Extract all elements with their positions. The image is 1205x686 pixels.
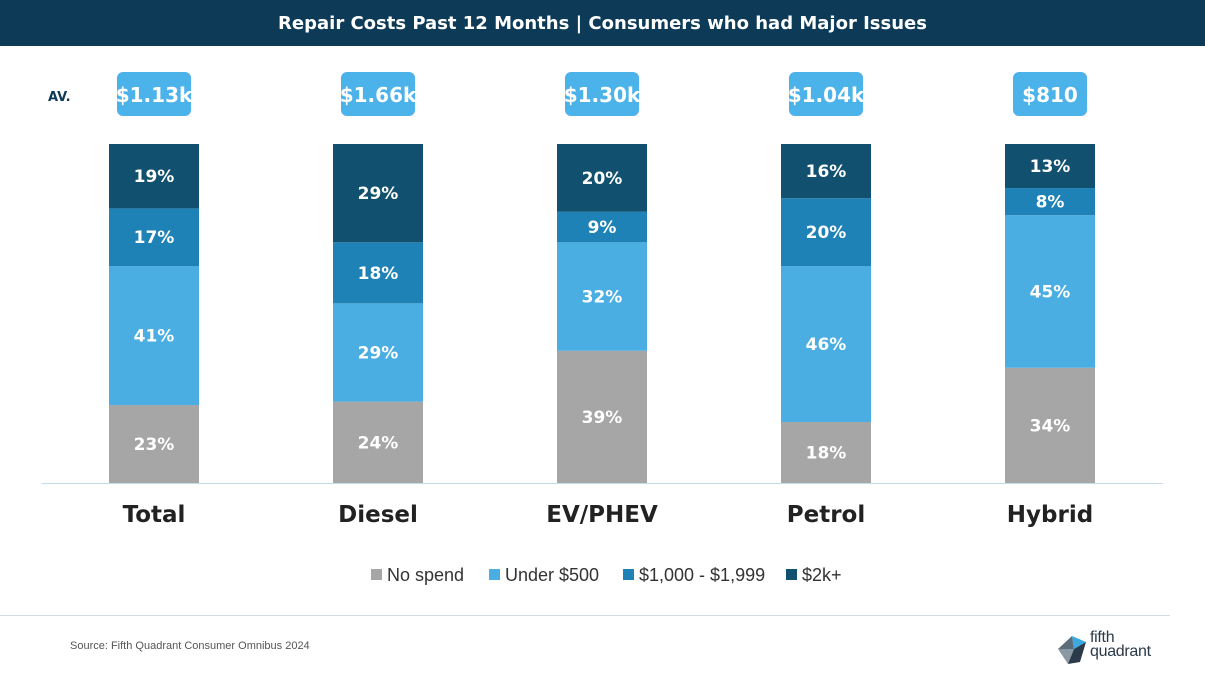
legend-swatch (489, 569, 500, 580)
legend-label: $2k+ (802, 565, 842, 585)
average-row-label: AV. (48, 90, 71, 105)
bar-segment (557, 242, 647, 351)
data-label: 29% (358, 343, 399, 363)
data-label: 23% (134, 435, 175, 455)
legend-label: $1,000 - $1,999 (639, 565, 765, 585)
logo-mark-icon (1058, 636, 1086, 664)
legend-swatch (623, 569, 634, 580)
average-value: $1.04k (788, 83, 865, 107)
data-label: 41% (134, 327, 175, 347)
data-label: 8% (1036, 193, 1065, 213)
data-label: 17% (134, 228, 175, 248)
data-label: 20% (582, 169, 623, 189)
bar-segment (781, 266, 871, 422)
legend-swatch (371, 569, 382, 580)
average-badge (1013, 72, 1087, 116)
category-label: Diesel (338, 502, 418, 528)
average-badge (341, 72, 415, 116)
average-badge (565, 72, 639, 116)
bar-segment (781, 198, 871, 267)
data-label: 18% (358, 264, 399, 284)
legend-label: Under $500 (505, 565, 599, 585)
data-label: 24% (358, 433, 399, 453)
logo-text-top: fifth (1090, 629, 1115, 646)
bar-segment (333, 401, 423, 483)
chart-title-bar: Repair Costs Past 12 Months | Consumers … (0, 0, 1205, 46)
bar-segment (1005, 144, 1095, 189)
category-label: Petrol (787, 502, 865, 528)
legend-label: No spend (387, 565, 464, 585)
bar-segment (1005, 215, 1095, 368)
bar-segment (781, 421, 871, 483)
average-badge (117, 72, 191, 116)
bar-segment (557, 144, 647, 212)
data-label: 46% (806, 335, 847, 355)
average-value: $810 (1022, 83, 1078, 107)
data-label: 34% (1030, 416, 1071, 436)
source-note: Source: Fifth Quadrant Consumer Omnibus … (70, 640, 310, 652)
footer-divider (0, 615, 1170, 616)
brand-logo: fifth quadrant (1056, 630, 1166, 670)
data-label: 18% (806, 443, 847, 463)
bar-segment (1005, 188, 1095, 216)
bar-segment (333, 242, 423, 304)
bar-segment (333, 144, 423, 243)
data-label: 16% (806, 162, 847, 182)
data-label: 20% (806, 223, 847, 243)
data-label: 45% (1030, 282, 1071, 302)
data-label: 9% (588, 218, 617, 238)
logo-text-bottom: quadrant (1090, 643, 1151, 660)
average-value: $1.30k (564, 83, 641, 107)
bar-segment (109, 144, 199, 209)
bar-segment (109, 266, 199, 406)
bar-segment (557, 350, 647, 483)
chart-title: Repair Costs Past 12 Months | Consumers … (278, 12, 927, 34)
data-label: 32% (582, 288, 623, 308)
bar-segment (109, 208, 199, 267)
data-label: 19% (134, 167, 175, 187)
category-label: Total (123, 502, 186, 528)
bar-segment (109, 405, 199, 483)
average-badge (789, 72, 863, 116)
bar-segment (557, 211, 647, 243)
category-label: Hybrid (1007, 502, 1093, 528)
bar-segment (333, 303, 423, 402)
data-label: 13% (1030, 157, 1071, 177)
bar-segment (781, 144, 871, 199)
category-label: EV/PHEV (546, 502, 658, 528)
data-label: 29% (358, 184, 399, 204)
average-value: $1.66k (340, 83, 417, 107)
legend-swatch (786, 569, 797, 580)
data-label: 39% (582, 408, 623, 428)
bar-segment (1005, 367, 1095, 483)
stacked-bar-chart: AV. $1.13k $1.66k $1.30k $1.04k $810 23% 41% 17… (42, 72, 1163, 585)
average-value: $1.13k (116, 83, 193, 107)
